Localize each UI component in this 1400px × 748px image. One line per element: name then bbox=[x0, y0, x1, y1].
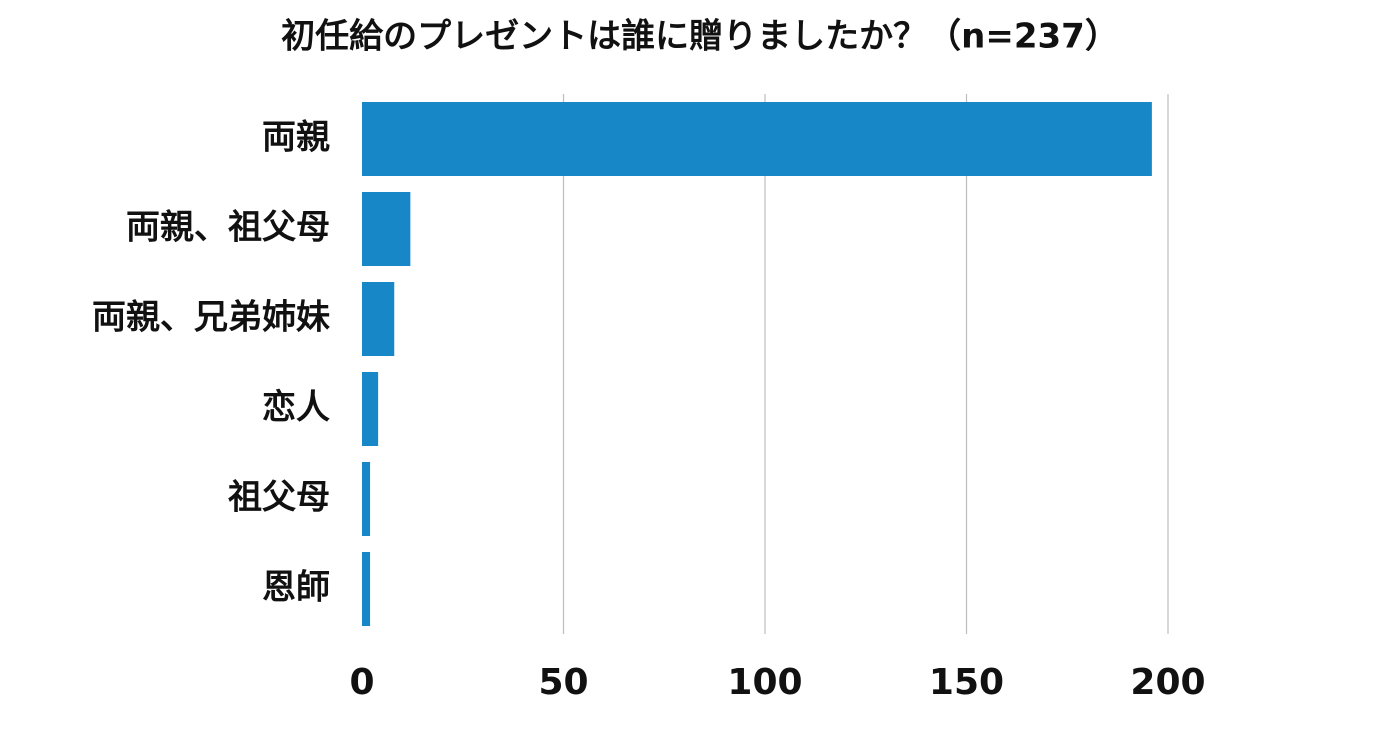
category-label: 両親 bbox=[262, 118, 330, 158]
x-tick-label: 100 bbox=[727, 662, 802, 703]
x-tick-label: 200 bbox=[1130, 662, 1205, 703]
bar bbox=[362, 462, 371, 536]
x-tick-label: 150 bbox=[929, 662, 1004, 703]
bars bbox=[362, 102, 1152, 626]
grid-lines bbox=[562, 94, 1169, 634]
x-tick-label: 0 bbox=[349, 662, 374, 703]
x-tick-label: 50 bbox=[538, 662, 588, 703]
category-label: 祖父母 bbox=[228, 478, 330, 518]
x-axis-tick-labels: 0 50 100 150 200 bbox=[349, 662, 1205, 703]
chart-title: 初任給のプレゼントは誰に贈りましたか？（n=237） bbox=[281, 17, 1119, 57]
bar bbox=[362, 372, 379, 446]
category-label: 恋人 bbox=[262, 388, 330, 428]
category-label: 恩師 bbox=[262, 568, 330, 608]
category-label: 両親、兄弟姉妹 bbox=[92, 298, 330, 338]
category-label: 両親、祖父母 bbox=[126, 208, 330, 248]
bar bbox=[362, 102, 1152, 176]
bar bbox=[362, 552, 371, 626]
bar bbox=[362, 282, 395, 356]
bar bbox=[362, 192, 411, 266]
